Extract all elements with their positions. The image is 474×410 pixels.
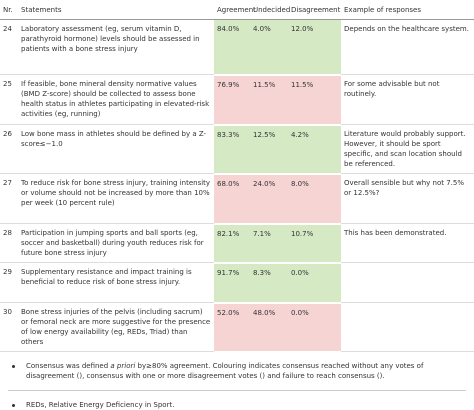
nr-cell: 28 <box>0 223 18 263</box>
table-row: 26 Low bone mass in athletes should be de… <box>0 124 474 175</box>
table-row: 29 Supplementary resistance and impact tr… <box>0 262 474 304</box>
agreement-cell: 83.3% <box>214 124 250 175</box>
table-row: 28 Participation in jumping sports and ba… <box>0 223 474 264</box>
disagreement-cell: 0.0% <box>288 262 341 304</box>
statement-cell: Supplementary resistance and impact trai… <box>18 262 214 303</box>
disagreement-cell: 12.0% <box>288 19 341 76</box>
nr-cell: 24 <box>0 19 18 75</box>
nr-cell: 29 <box>0 262 18 303</box>
disagreement-cell: 0.0% <box>288 302 341 353</box>
example-cell: Depends on the healthcare system. <box>341 19 474 75</box>
agreement-cell: 91.7% <box>214 262 250 304</box>
example-cell: Literature would probably support. Howev… <box>341 124 474 174</box>
agreement-cell: 82.1% <box>214 223 250 264</box>
header-cell: Undecided <box>250 0 290 20</box>
disagreement-cell: 4.2% <box>288 124 341 175</box>
undecided-cell: 4.0% <box>250 19 288 76</box>
agreement-cell: 76.9% <box>214 74 250 126</box>
statement-cell: If feasible, bone mineral density normat… <box>18 74 214 125</box>
nr-cell: 27 <box>0 173 18 224</box>
disagreement-cell: 11.5% <box>288 74 341 126</box>
undecided-cell: 12.5% <box>250 124 288 175</box>
example-cell: For some advisable but not routinely. <box>341 74 474 125</box>
footnote-text: REDs, Relative Energy Deficiency in Spor… <box>26 400 175 409</box>
header-cell: Nr. <box>0 0 18 20</box>
disagreement-cell: 8.0% <box>288 173 341 225</box>
undecided-cell: 8.3% <box>250 262 288 304</box>
nr-cell: 26 <box>0 124 18 174</box>
table-row: 24 Laboratory assessment (eg, serum vitam… <box>0 19 474 76</box>
footnote-text: Consensus was defined <box>26 361 111 370</box>
example-cell: This has been demonstrated. <box>341 223 474 263</box>
table-row: 30 Bone stress injuries of the pelvis (in… <box>0 302 474 353</box>
statement-cell: Laboratory assessment (eg, serum vitamin… <box>18 19 214 75</box>
disagreement-cell: 10.7% <box>288 223 341 264</box>
undecided-cell: 24.0% <box>250 173 288 225</box>
statement-cell: Bone stress injuries of the pelvis (incl… <box>18 302 214 352</box>
table-row: 27 To reduce risk for bone stress injury,… <box>0 173 474 225</box>
table: Nr. Statements Agreement Undecided Disagreem… <box>0 0 474 353</box>
footnotes: Consensus was defined a priori by≥80% ag… <box>0 361 474 410</box>
agreement-cell: 68.0% <box>214 173 250 225</box>
nr-cell: 30 <box>0 302 18 352</box>
footnote: Consensus was defined a priori by≥80% ag… <box>0 361 474 381</box>
header-cell: Disagreement <box>288 0 341 20</box>
agreement-cell: 52.0% <box>214 302 250 353</box>
header-row: Nr. Statements Agreement Undecided Disagreem… <box>0 0 474 20</box>
header-cell: Example of responses <box>341 0 474 20</box>
agreement-cell: 84.0% <box>214 19 250 76</box>
statement-cell: To reduce risk for bone stress injury, t… <box>18 173 214 224</box>
table-row: 25 If feasible, bone mineral density norm… <box>0 74 474 126</box>
nr-cell: 25 <box>0 74 18 125</box>
header-cell: Statements <box>18 0 214 20</box>
statement-cell: Low bone mass in athletes should be defi… <box>18 124 214 174</box>
example-cell <box>341 302 474 352</box>
footnote-italic: a priori <box>110 361 136 370</box>
header-cell: Agreement <box>214 0 256 20</box>
undecided-cell: 11.5% <box>250 74 288 126</box>
footnote: REDs, Relative Energy Deficiency in Spor… <box>0 400 474 410</box>
example-cell <box>341 262 474 303</box>
separator <box>8 389 466 391</box>
undecided-cell: 7.1% <box>250 223 288 264</box>
example-cell: Overall sensible but why not 7.5% or 12.… <box>341 173 474 224</box>
footnote-text: by≥80% agreement. Colouring indicates co… <box>26 361 424 380</box>
undecided-cell: 48.0% <box>250 302 288 353</box>
statement-cell: Participation in jumping sports and ball… <box>18 223 214 263</box>
